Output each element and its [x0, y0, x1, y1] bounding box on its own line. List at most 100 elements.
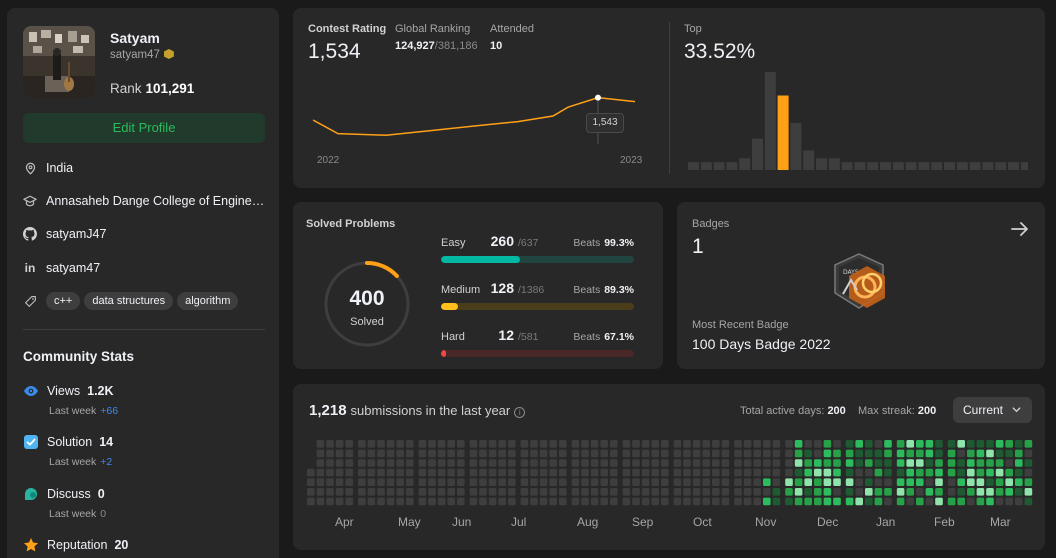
heatmap-cell [884, 468, 892, 477]
distribution-bar [777, 95, 789, 170]
heatmap-cell [906, 459, 914, 467]
heatmap-cell [967, 488, 975, 496]
avatar[interactable] [23, 26, 95, 98]
heatmap-cell [418, 478, 427, 486]
skill-tag[interactable]: data structures [84, 292, 174, 310]
heatmap-cell [447, 449, 455, 458]
heatmap-cell [610, 468, 618, 477]
heatmap-cell [906, 488, 914, 496]
heatmap-cell [865, 488, 873, 496]
heatmap-cell [743, 459, 752, 467]
heatmap-cell [906, 468, 914, 477]
heatmap-cell [995, 478, 1004, 486]
heatmap-cell [865, 459, 873, 467]
skill-tag[interactable]: algorithm [177, 292, 239, 310]
heatmap-cell [874, 497, 883, 506]
solution-value: 14 [99, 435, 114, 449]
heatmap-cell [935, 440, 943, 448]
heatmap-cell [590, 478, 599, 486]
heatmap-cell [995, 468, 1004, 477]
heatmap-cell [406, 440, 414, 448]
solved-ring[interactable] [323, 260, 411, 348]
solution-label: Solution [47, 435, 93, 449]
top-distribution-chart[interactable] [688, 68, 1028, 170]
contest-rating-value: 1,534 [308, 40, 361, 63]
year-select[interactable]: Current [953, 397, 1032, 423]
distribution-bar [995, 162, 1007, 170]
heatmap-cell [855, 488, 863, 496]
most-recent-badge-name[interactable]: 100 Days Badge 2022 [692, 336, 831, 352]
heatmap-cell [367, 468, 376, 477]
heatmap-cell [386, 478, 395, 486]
hard-count: 12 [498, 327, 514, 343]
heatmap-cell [916, 459, 924, 467]
heatmap-cell [734, 440, 742, 448]
heatmap-cell [358, 497, 366, 506]
heatmap-cell [498, 488, 506, 496]
heatmap-cell [479, 440, 487, 448]
submissions-title: 1,218 submissions in the last year i [309, 402, 526, 419]
heatmap-cell [976, 449, 985, 458]
easy-row[interactable]: Easy 260/637 Beats 99.3% [441, 233, 634, 263]
heatmap-cell [418, 459, 427, 467]
heatmap-cell [457, 468, 465, 477]
linkedin-text[interactable]: satyam47 [46, 261, 101, 275]
distribution-bar [713, 162, 725, 170]
hard-progress-bar [441, 350, 634, 357]
heatmap-cell [508, 440, 516, 448]
heatmap-cell [785, 459, 793, 467]
heatmap-cell [396, 478, 404, 486]
medium-row[interactable]: Medium 128/1386 Beats 89.3% [441, 280, 634, 310]
submission-heatmap[interactable] [307, 436, 1037, 516]
heatmap-cell [651, 478, 659, 486]
heatmap-cell [488, 478, 497, 486]
heatmap-cell [571, 468, 580, 477]
heatmap-cell [823, 478, 832, 486]
heatmap-cell [469, 440, 478, 448]
heatmap-cell [916, 488, 924, 496]
eye-icon [24, 386, 38, 396]
heatmap-cell [386, 468, 395, 477]
heatmap-cell [632, 468, 640, 477]
github-row[interactable]: satyamJ47 [23, 227, 268, 241]
heatmap-cell [590, 459, 599, 467]
heatmap-cell [673, 449, 682, 458]
heatmap-cell [437, 478, 446, 486]
heatmap-cell [335, 488, 344, 496]
heatmap-cell [804, 440, 812, 448]
heatmap-cell [772, 497, 781, 506]
heatmap-cell [335, 459, 344, 467]
heatmap-cell [1015, 497, 1023, 506]
heatmap-cell [935, 478, 943, 486]
heatmap-cell [814, 449, 822, 458]
edit-profile-button[interactable]: Edit Profile [23, 113, 265, 143]
heatmap-cell [814, 468, 822, 477]
heatmap-cell [1015, 478, 1023, 486]
info-icon[interactable]: i [514, 407, 526, 418]
heatmap-cell [406, 449, 414, 458]
heatmap-cell [632, 449, 640, 458]
heatmap-cell [794, 440, 803, 448]
heatmap-cell [753, 440, 761, 448]
solved-problems-card: Solved Problems 400 Solved Easy 260/637 Be… [293, 202, 663, 369]
distribution-bar [982, 162, 994, 170]
heatmap-cell [508, 449, 516, 458]
heatmap-cell [804, 449, 812, 458]
hard-row[interactable]: Hard 12/581 Beats 67.1% [441, 327, 634, 357]
heatmap-cell [763, 497, 771, 506]
heatmap-cell [530, 497, 538, 506]
heatmap-cell [386, 497, 395, 506]
linkedin-row[interactable]: in satyam47 [23, 261, 268, 275]
100-days-badge-icon[interactable]: DAYS [829, 250, 893, 314]
heatmap-cell [326, 488, 334, 496]
heatmap-cell [590, 440, 599, 448]
arrow-right-icon[interactable] [1009, 218, 1031, 240]
heatmap-cell [712, 449, 720, 458]
heatmap-cell [559, 478, 567, 486]
distribution-bar [1020, 162, 1028, 170]
skill-tag[interactable]: c++ [46, 292, 81, 310]
heatmap-cell [406, 478, 414, 486]
distribution-bar [803, 150, 815, 170]
heatmap-cell [418, 497, 427, 506]
github-text[interactable]: satyamJ47 [46, 227, 107, 241]
